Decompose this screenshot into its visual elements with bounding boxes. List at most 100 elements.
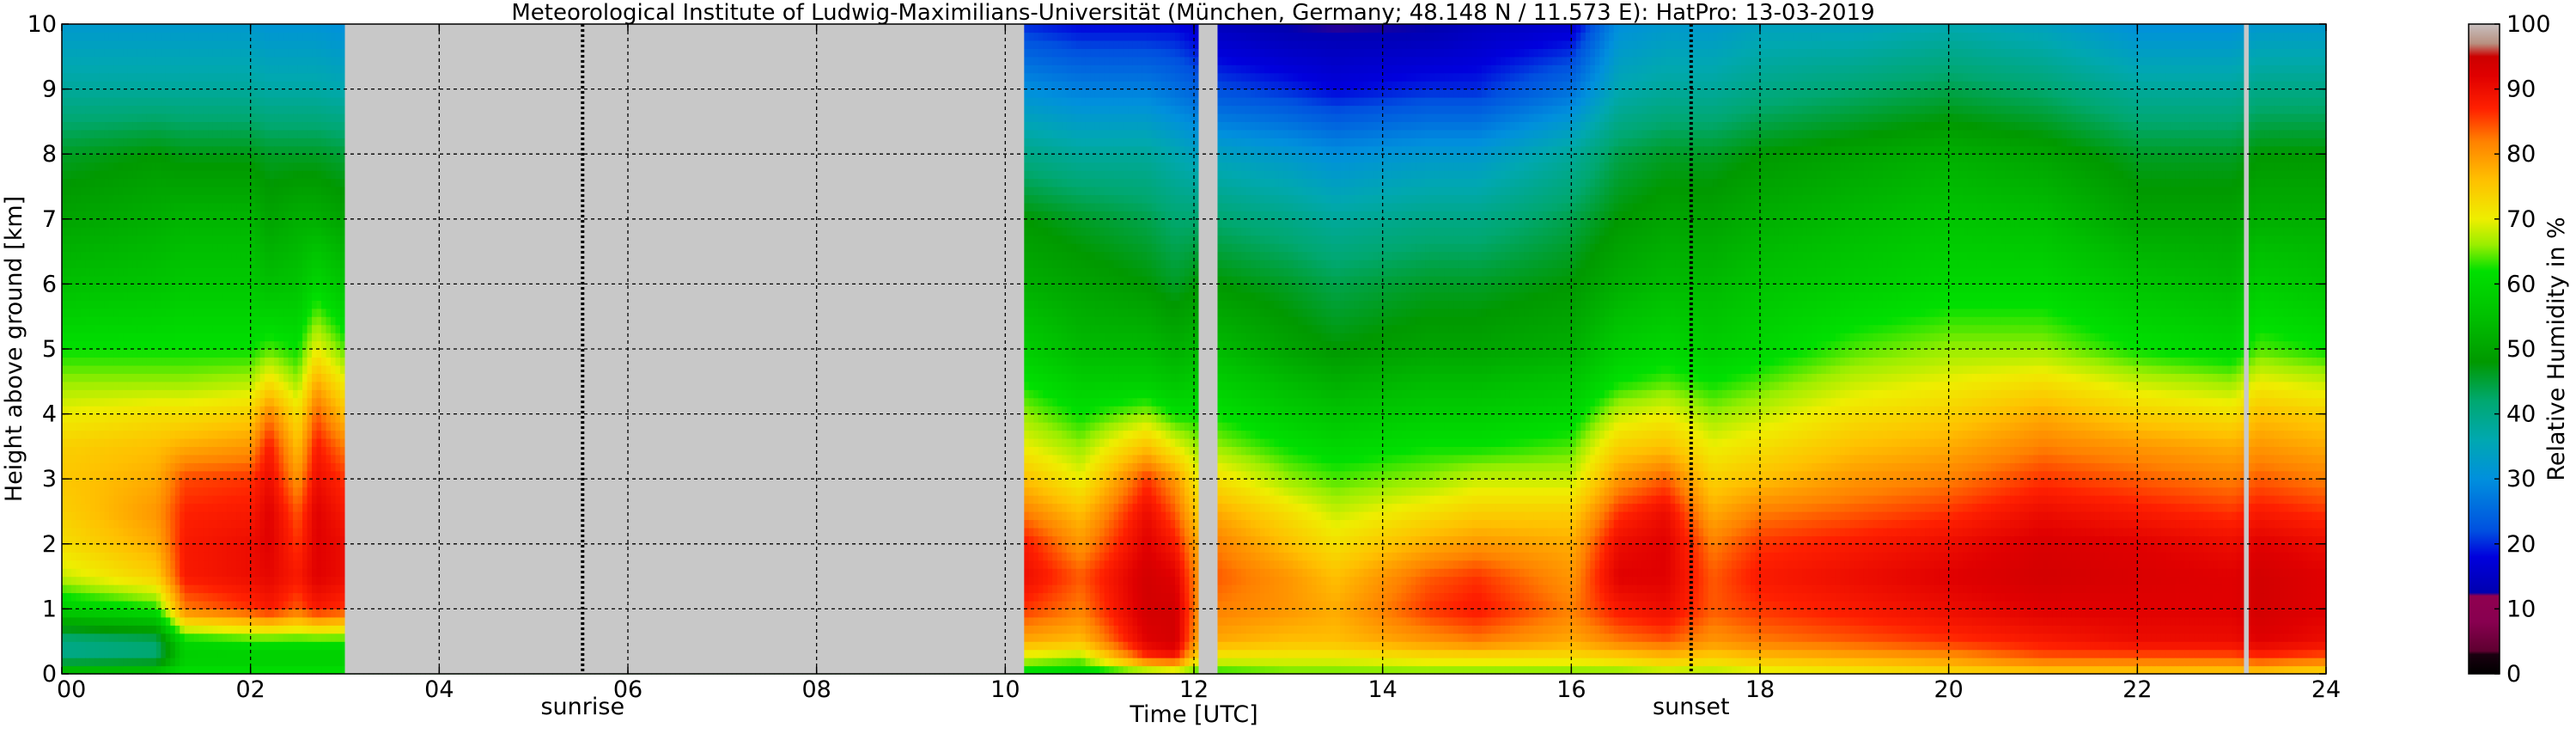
- heatmap-cell: [259, 333, 265, 342]
- heatmap-cell: [331, 211, 337, 220]
- heatmap-cell: [151, 24, 157, 34]
- heatmap-cell: [293, 235, 299, 244]
- heatmap-cell: [104, 454, 110, 463]
- heatmap-cell: [302, 413, 308, 423]
- heatmap-cell: [142, 316, 148, 326]
- heatmap-cell: [335, 227, 341, 236]
- heatmap-cell: [250, 373, 256, 382]
- heatmap-cell: [212, 97, 218, 107]
- heatmap-cell: [184, 235, 190, 244]
- heatmap-cell: [212, 316, 218, 326]
- heatmap-cell: [180, 129, 186, 138]
- heatmap-cell: [180, 381, 186, 390]
- heatmap-cell: [62, 560, 68, 569]
- heatmap-cell: [283, 275, 289, 284]
- heatmap-cell: [297, 600, 303, 609]
- heatmap-cell: [165, 251, 171, 260]
- heatmap-cell: [231, 560, 237, 569]
- heatmap-cell: [127, 527, 133, 536]
- heatmap-cell: [259, 519, 265, 529]
- heatmap-cell: [85, 616, 91, 626]
- heatmap-cell: [161, 406, 167, 415]
- heatmap-cell: [137, 349, 143, 358]
- heatmap-cell: [66, 243, 72, 253]
- heatmap-cell: [189, 81, 195, 90]
- heatmap-cell: [250, 211, 256, 220]
- heatmap-cell: [170, 105, 176, 114]
- heatmap-cell: [142, 584, 148, 594]
- heatmap-cell: [132, 202, 138, 211]
- heatmap-cell: [316, 665, 322, 675]
- heatmap-cell: [104, 32, 110, 41]
- heatmap-cell: [127, 154, 133, 163]
- heatmap-cell: [217, 187, 223, 196]
- heatmap-cell: [155, 340, 161, 350]
- heatmap-cell: [250, 511, 256, 521]
- heatmap-cell: [227, 24, 233, 34]
- heatmap-cell: [76, 275, 82, 284]
- heatmap-cell: [217, 430, 223, 439]
- heatmap-cell: [193, 479, 199, 488]
- heatmap-cell: [76, 406, 82, 415]
- heatmap-cell: [89, 584, 96, 594]
- heatmap-cell: [113, 291, 119, 301]
- heatmap-cell: [236, 48, 242, 58]
- heatmap-cell: [231, 308, 237, 317]
- heatmap-cell: [302, 105, 308, 114]
- heatmap-cell: [307, 616, 313, 626]
- heatmap-cell: [66, 454, 72, 463]
- heatmap-cell: [137, 275, 143, 284]
- heatmap-cell: [288, 413, 294, 423]
- heatmap-cell: [137, 600, 143, 609]
- heatmap-cell: [99, 446, 106, 456]
- heatmap-cell: [99, 511, 106, 521]
- heatmap-cell: [104, 527, 110, 536]
- heatmap-cell: [85, 592, 91, 602]
- heatmap-cell: [151, 470, 157, 480]
- heatmap-cell: [66, 616, 72, 626]
- heatmap-cell: [227, 641, 233, 651]
- heatmap-cell: [174, 568, 180, 578]
- heatmap-cell: [326, 470, 332, 480]
- heatmap-cell: [66, 340, 72, 350]
- heatmap-cell: [193, 105, 199, 114]
- heatmap-cell: [217, 48, 223, 58]
- heatmap-cell: [236, 519, 242, 529]
- heatmap-cell: [99, 364, 106, 374]
- heatmap-cell: [89, 56, 96, 65]
- heatmap-cell: [62, 333, 68, 342]
- heatmap-cell: [222, 486, 228, 496]
- heatmap-cell: [66, 641, 72, 651]
- heatmap-cell: [198, 113, 204, 122]
- heatmap-cell: [302, 364, 308, 374]
- heatmap-cell: [184, 454, 190, 463]
- heatmap-cell: [335, 381, 341, 390]
- heatmap-cell: [278, 381, 284, 390]
- heatmap-cell: [66, 162, 72, 171]
- heatmap-cell: [118, 260, 124, 269]
- heatmap-cell: [184, 430, 190, 439]
- heatmap-cell: [118, 479, 124, 488]
- heatmap-cell: [274, 154, 280, 163]
- heatmap-cell: [180, 543, 186, 553]
- heatmap-cell: [274, 324, 280, 333]
- heatmap-cell: [123, 389, 129, 399]
- heatmap-cell: [70, 300, 77, 309]
- heatmap-cell: [180, 64, 186, 74]
- heatmap-cell: [312, 145, 318, 155]
- heatmap-cell: [241, 625, 247, 634]
- heatmap-cell: [217, 227, 223, 236]
- heatmap-cell: [241, 187, 247, 196]
- heatmap-cell: [321, 324, 327, 333]
- heatmap-cell: [76, 170, 82, 180]
- heatmap-cell: [94, 227, 100, 236]
- heatmap-cell: [274, 552, 280, 561]
- heatmap-cell: [250, 81, 256, 90]
- heatmap-cell: [198, 89, 204, 98]
- heatmap-cell: [165, 243, 171, 253]
- heatmap-cell: [227, 308, 233, 317]
- heatmap-cell: [89, 446, 96, 456]
- heatmap-cell: [259, 633, 265, 642]
- heatmap-cell: [331, 316, 337, 326]
- heatmap-cell: [70, 24, 77, 34]
